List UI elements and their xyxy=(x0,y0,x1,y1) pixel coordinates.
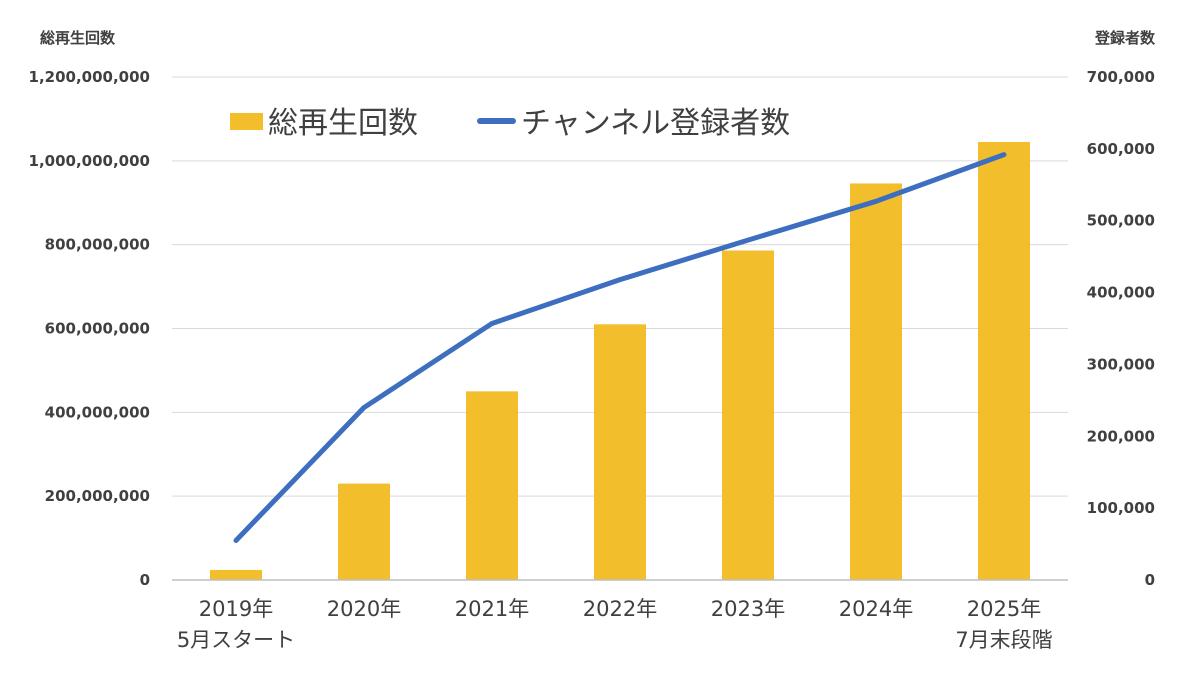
left-tick-label: 1,000,000,000 xyxy=(29,152,150,170)
left-tick-label: 600,000,000 xyxy=(45,320,150,338)
x-tick-label-line: 2019年 xyxy=(199,597,273,621)
left-axis-title: 総再生回数 xyxy=(40,29,116,47)
bar xyxy=(594,324,646,580)
x-tick-label-line: 2022年 xyxy=(583,597,657,621)
x-tick-label: 2020年 xyxy=(327,597,401,621)
x-tick-label-line: 2020年 xyxy=(327,597,401,621)
x-tick-label: 2024年 xyxy=(839,597,913,621)
legend-line-label: チャンネル登録者数 xyxy=(521,106,790,141)
legend-bar-swatch xyxy=(230,113,263,130)
bar xyxy=(210,569,262,580)
x-tick-label-line: 2021年 xyxy=(455,597,529,621)
bar xyxy=(722,250,774,580)
line-series xyxy=(233,152,1007,543)
x-tick-label-line: 5月スタート xyxy=(177,628,295,652)
legend-bar-label: 総再生回数 xyxy=(268,106,418,141)
right-tick-label: 200,000 xyxy=(1087,427,1155,445)
right-tick-label: 400,000 xyxy=(1087,284,1155,302)
right-tick-label: 100,000 xyxy=(1087,499,1155,517)
right-axis-ticks: 0 100,000 200,000 300,000 400,000 500,000 600,… xyxy=(1087,68,1155,589)
x-tick-label: 2021年 xyxy=(455,597,529,621)
right-tick-label: 500,000 xyxy=(1087,212,1155,230)
x-tick-label-line: 2023年 xyxy=(711,597,785,621)
x-tick-label: 2025年 7月末段階 xyxy=(955,597,1052,652)
x-tick-label-line: 7月末段階 xyxy=(955,628,1052,652)
right-tick-label: 300,000 xyxy=(1087,355,1155,373)
bar xyxy=(466,391,518,580)
right-tick-label: 700,000 xyxy=(1087,68,1155,86)
x-tick-label: 2023年 xyxy=(711,597,785,621)
left-tick-label: 0 xyxy=(140,571,150,589)
left-tick-label: 400,000,000 xyxy=(45,403,150,421)
left-tick-label: 200,000,000 xyxy=(45,487,150,505)
bar-series xyxy=(210,141,1030,581)
right-tick-label: 600,000 xyxy=(1087,140,1155,158)
x-tick-label: 2022年 xyxy=(583,597,657,621)
x-axis-ticks: 2019年 5月スタート 2020年 2021年 2022年 2023年 2024年 2025… xyxy=(177,597,1053,652)
x-tick-label: 2019年 5月スタート xyxy=(177,597,295,652)
left-tick-label: 1,200,000,000 xyxy=(29,68,150,86)
legend: 総再生回数 チャンネル登録者数 xyxy=(230,106,790,141)
bar xyxy=(978,141,1030,581)
bar xyxy=(338,483,390,580)
bar xyxy=(850,183,902,581)
x-tick-label-line: 2025年 xyxy=(967,597,1041,621)
x-tick-label-line: 2024年 xyxy=(839,597,913,621)
left-axis-ticks: 0 200,000,000 400,000,000 600,000,000 800,00… xyxy=(29,68,150,589)
right-axis-title: 登録者数 xyxy=(1094,29,1156,47)
right-tick-label: 0 xyxy=(1145,571,1155,589)
left-tick-label: 800,000,000 xyxy=(45,236,150,254)
